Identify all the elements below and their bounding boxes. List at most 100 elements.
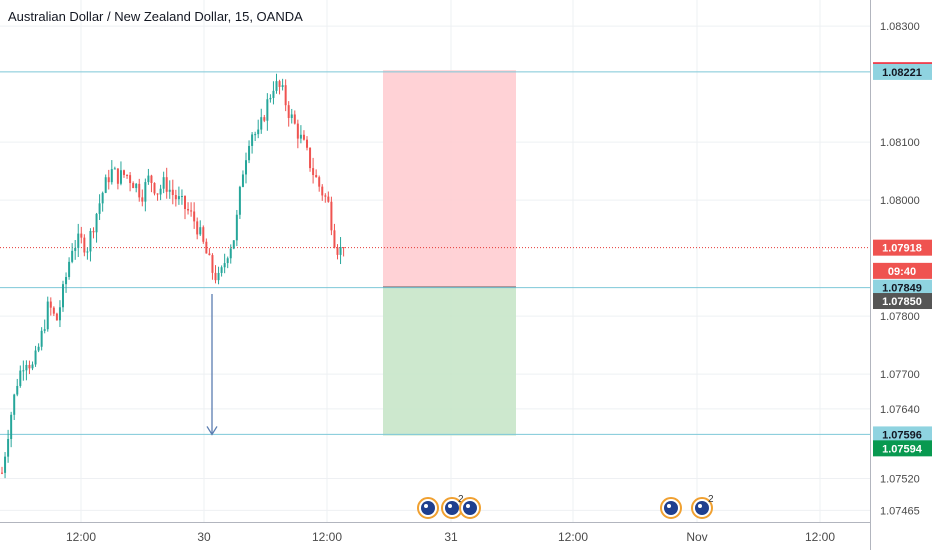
price-tag-label: 1.07849 [882,283,922,295]
candle-body [211,255,214,273]
projection-arrow [206,294,218,436]
candle-body [312,168,315,176]
candle-body [126,174,129,176]
candle-body [110,169,113,183]
candle-body [1,472,3,474]
candle-body [150,175,153,183]
candle-body [28,364,31,369]
candle-body [251,134,254,146]
candle-body [302,134,305,140]
flag-icon [463,501,477,515]
candle-body [223,263,226,268]
price-tag-label: 1.07918 [882,243,922,255]
candle-body [119,170,122,184]
candle-body [342,247,345,249]
price-tag: 1.07849 [873,279,932,296]
candle-body [92,230,95,233]
y-tick-label: 1.07640 [880,404,920,416]
candle-body [284,85,287,106]
candle-body [83,237,86,253]
price-tag-bg [873,262,932,279]
candle-body [10,414,13,440]
y-tick-label: 1.07800 [880,311,920,323]
event-count: 2 [708,494,714,505]
y-tick-label: 1.07700 [880,369,920,381]
candle-body [159,188,162,195]
flag-icon [664,501,678,515]
price-tag-bg [873,63,932,80]
price-tag: 1.07596 [873,426,932,443]
candle-body [62,284,64,308]
y-tick-label: 1.07465 [880,505,920,517]
candle-body [226,258,229,264]
price-tag: 1.08221 [873,63,932,80]
candle-body [52,307,55,314]
price-tag: 1.07918 [873,239,932,256]
news-event-marker: 2 [691,494,714,519]
candle-body [34,350,37,365]
candle-body [318,177,321,187]
price-tag-bg [873,440,932,457]
flag-icon [695,501,709,515]
candle-body [290,114,293,118]
candle-body [180,196,183,198]
price-tag-label: 1.07594 [882,443,923,455]
candle-body [208,253,211,256]
candle-body [74,248,77,251]
flag-icon [421,501,435,515]
candle-body [168,189,171,192]
news-event-marker [417,497,439,519]
candle-body [266,99,269,121]
candle-body [55,313,58,321]
news-event-marker: 2 [441,494,464,519]
candle-body [165,177,168,192]
candle-body [235,214,238,241]
x-tick-label: 30 [197,530,211,544]
candle-body [58,307,61,321]
candle-body [184,196,186,210]
flag-star-icon [466,504,470,508]
candle-body [193,211,196,222]
candle-body [19,370,22,386]
price-tag-bg [873,426,932,443]
x-tick-label: 31 [444,530,458,544]
candle-body [43,329,46,331]
price-tag-bg [873,239,932,256]
candle-body [86,251,89,253]
candle-body [269,97,272,100]
horizontal-lines [0,71,870,435]
candle-body [324,195,327,197]
chart-title: Australian Dollar / New Zealand Dollar, … [8,9,303,24]
candle-body [238,186,241,215]
candle-body [95,213,98,233]
candle-body [260,117,263,130]
y-tick-label: 1.08000 [880,195,920,207]
price-tag-label: 1.07850 [882,296,922,308]
candle-body [299,134,302,139]
candle-body [40,330,43,347]
candle-body [196,221,199,235]
candle-body [153,182,156,194]
candle-body [13,394,16,415]
candle-body [336,247,339,255]
candle-body [101,192,104,204]
candle-body [98,203,101,214]
candle-body [241,174,244,187]
candle-body [156,193,159,195]
flag-star-icon [698,504,702,508]
x-tick-label: Nov [686,530,707,544]
candle-body [132,183,135,189]
candle-body [257,129,260,135]
candle-body [309,147,312,169]
position-zones [383,70,516,436]
candle-body [177,196,180,200]
candle-body [339,247,342,255]
flag-star-icon [424,504,428,508]
candle-body [141,197,144,202]
candle-body [138,183,141,198]
candle-body [199,227,202,235]
candle-body [162,177,165,189]
